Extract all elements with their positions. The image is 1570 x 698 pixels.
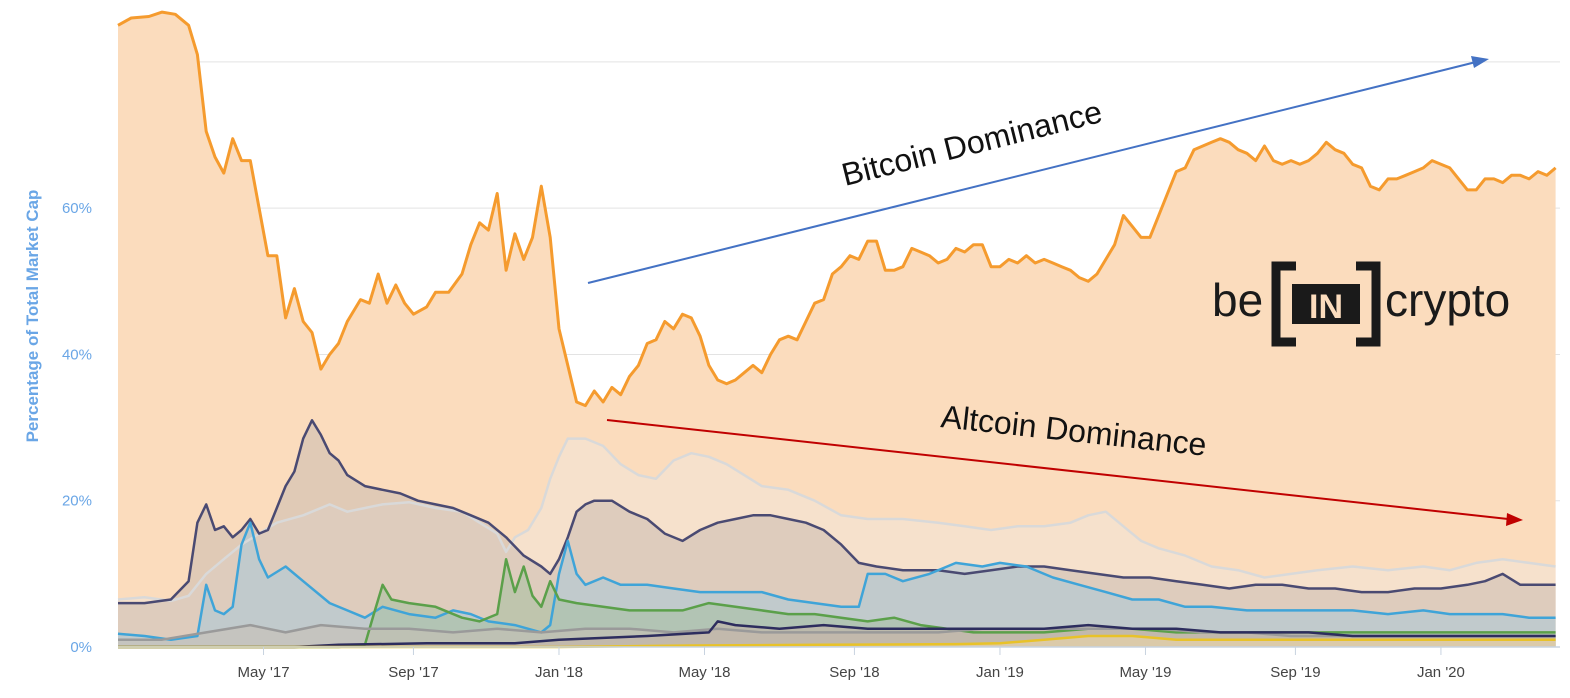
y-tick-label: 40% [62, 346, 92, 363]
y-tick-label: 60% [62, 200, 92, 217]
y-tick-label: 20% [62, 493, 92, 510]
series-line-3 [117, 521, 1556, 641]
x-tick-label: May '18 [678, 664, 730, 681]
series-area-2 [118, 420, 1556, 647]
x-tick-label: Sep '17 [388, 664, 438, 681]
series-area-0 [118, 12, 1556, 648]
series-line-6 [118, 620, 1556, 649]
x-tick-label: Jan '20 [1417, 664, 1465, 681]
x-axis-ticks: May '17 Sep '17 Jan '18 May '18 Sep '18 Jan '… [237, 647, 1465, 681]
x-tick-label: Jan '18 [535, 664, 583, 681]
series-areas [118, 12, 1556, 648]
series-area-4 [118, 559, 1556, 647]
altcoin-arrow [606, 419, 1523, 526]
logo-text-left: be [1212, 274, 1263, 326]
beincrypto-logo: be IN crypto [1212, 261, 1510, 347]
series-lines [117, 10, 1557, 649]
logo-text-right: crypto [1385, 274, 1510, 326]
y-tick-label: 0% [70, 639, 92, 656]
x-tick-label: Sep '18 [829, 664, 879, 681]
series-line-2 [118, 419, 1556, 605]
altcoin-arrow-head [1506, 513, 1523, 526]
series-area-3 [118, 522, 1556, 647]
bitcoin-arrow [587, 56, 1489, 284]
series-line-7 [118, 634, 1556, 649]
x-tick-label: May '19 [1119, 664, 1171, 681]
series-line-5 [118, 623, 1556, 641]
logo-center-box [1292, 284, 1360, 324]
series-line-1 [117, 437, 1556, 603]
bitcoin-arrow-head [1471, 56, 1489, 68]
bitcoin-dominance-label: Bitcoin Dominance [838, 93, 1106, 192]
y-axis-ticks: 0% 20% 40% 60% [62, 200, 92, 656]
x-tick-label: Jan '19 [976, 664, 1024, 681]
y-axis-label: Percentage of Total Market Cap [23, 190, 42, 443]
series-line-0 [117, 10, 1557, 408]
x-tick-label: May '17 [237, 664, 289, 681]
logo-bracket-right [1356, 261, 1381, 347]
series-area-7 [118, 636, 1556, 647]
logo-bracket-left [1271, 261, 1296, 347]
x-tick-label: Sep '19 [1270, 664, 1320, 681]
logo-text-middle: IN [1309, 288, 1343, 326]
